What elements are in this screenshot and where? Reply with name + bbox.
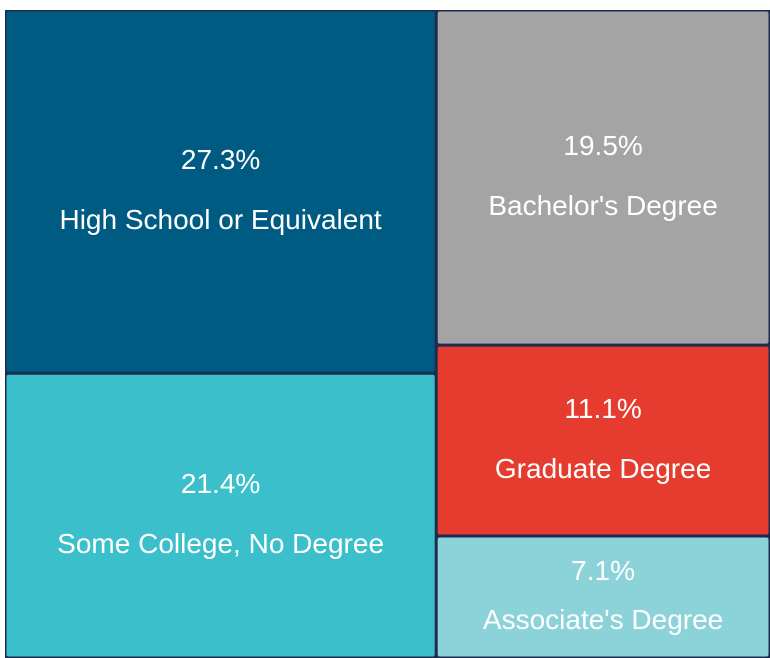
category-label: Associate's Degree: [483, 604, 723, 635]
tile: [6, 11, 435, 372]
value-label: 11.1%: [564, 393, 641, 424]
category-label: Bachelor's Degree: [488, 190, 717, 221]
value-label: 7.1%: [571, 555, 635, 586]
tile: [437, 537, 769, 657]
category-label: Some College, No Degree: [57, 528, 384, 559]
category-label: High School or Equivalent: [59, 204, 381, 235]
value-label: 19.5%: [563, 130, 642, 161]
value-label: 21.4%: [181, 468, 260, 499]
tile: [437, 346, 769, 535]
tile: [6, 374, 435, 657]
category-label: Graduate Degree: [495, 453, 711, 484]
value-label: 27.3%: [181, 144, 260, 175]
tile: [437, 11, 769, 344]
